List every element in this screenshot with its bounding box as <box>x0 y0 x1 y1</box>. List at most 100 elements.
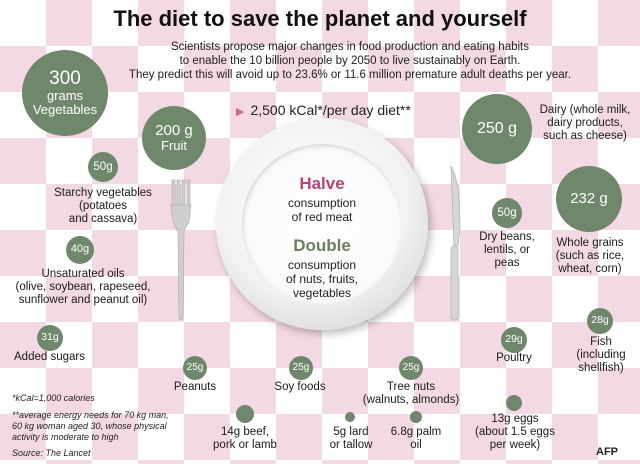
intro-line-2: to enable the 10 billion people by 2050 … <box>179 55 521 67</box>
knife-icon <box>450 164 461 321</box>
fish-circle: 28g <box>587 308 613 334</box>
fork-icon <box>170 179 192 321</box>
palm-label: 6.8g palm oil <box>384 426 448 452</box>
dairy-label: Dairy (whole milk, dairy products, such … <box>532 104 638 143</box>
eggs-line: (about 1.5 eggs <box>475 426 555 438</box>
grains-line: (such as rice, <box>555 250 625 262</box>
lard-line: 5g lard <box>333 426 369 438</box>
poultry-circle: 29g <box>501 327 527 353</box>
fish-label: Fish (including shellfish) <box>566 336 636 375</box>
fish-amount: 28g <box>591 314 609 327</box>
starchy-line: and cassava) <box>68 213 138 225</box>
vegetables-unit: grams <box>46 88 84 104</box>
grains-line: Whole grains <box>556 237 624 249</box>
lard-line: or tallow <box>329 439 373 451</box>
intro-text: Scientists propose major changes in food… <box>110 40 590 82</box>
footnote-energy-line: 60 kg woman aged 30, whose physical <box>12 421 167 431</box>
lard-circle <box>345 412 355 422</box>
oils-amount: 40g <box>70 243 90 256</box>
halve-line: of red meat <box>291 210 353 224</box>
dairy-line: such as cheese) <box>543 130 627 142</box>
vegetables-circle: 300 grams Vegetables <box>22 50 108 136</box>
footnote-energy-line: activity is moderate to high <box>12 432 119 442</box>
beef-line: 14g beef, <box>221 426 269 438</box>
palm-circle <box>410 411 422 423</box>
footnote-energy-line: **average energy needs for 70 kg man, <box>12 410 169 420</box>
fruit-name: Fruit <box>161 138 187 154</box>
eggs-circle <box>506 395 522 411</box>
footnote-kcal: *kCal=1,000 calories <box>12 393 95 403</box>
fish-line: (including <box>576 349 626 361</box>
beans-label: Dry beans, lentils, or peas <box>472 231 542 270</box>
oils-line: Unsaturated oils <box>41 268 125 280</box>
starchy-line: (potatoes <box>79 200 127 212</box>
oils-label: Unsaturated oils (olive, soybean, rapese… <box>4 268 162 307</box>
source-text: Source: The Lancet <box>12 448 91 458</box>
oils-line: sunflower and peanut oil) <box>18 294 148 306</box>
double-line: consumption <box>287 258 357 272</box>
plate-center <box>242 144 402 304</box>
fish-line: Fish <box>590 336 612 348</box>
grains-label: Whole grains (such as rice, wheat, corn) <box>548 237 632 276</box>
halve-line: consumption <box>287 196 357 210</box>
beef-line: pork or lamb <box>213 439 277 451</box>
double-line: of nuts, fruits, <box>285 272 359 286</box>
beans-circle: 50g <box>492 198 522 228</box>
oils-line: (olive, soybean, rapeseed, <box>15 281 151 293</box>
soy-circle: 25g <box>289 356 313 380</box>
sugars-label: Added sugars <box>14 351 85 363</box>
beans-line: peas <box>494 257 520 269</box>
peanuts-circle: 25g <box>183 356 207 380</box>
fish-line: shellfish) <box>578 362 624 374</box>
vegetables-amount: 300 <box>49 68 81 90</box>
poultry-label: Poultry <box>496 352 532 364</box>
starchy-amount: 50g <box>93 160 113 173</box>
soy-label: Soy foods <box>274 381 326 393</box>
grains-amount: 232 g <box>570 190 608 208</box>
beans-line: lentils, or <box>483 244 531 256</box>
starchy-label: Starchy vegetables (potatoes and cassava… <box>38 187 168 226</box>
grains-line: wheat, corn) <box>558 263 622 275</box>
treenuts-label: Tree nuts (walnuts, almonds) <box>354 381 468 407</box>
double-text: consumption of nuts, fruits, vegetables <box>242 258 402 300</box>
fruit-circle: 200 g Fruit <box>142 106 206 170</box>
poultry-amount: 29g <box>505 333 523 346</box>
beans-amount: 50g <box>497 206 517 219</box>
starchy-circle: 50g <box>88 152 118 182</box>
treenuts-circle: 25g <box>399 356 423 380</box>
intro-line-1: Scientists propose major changes in food… <box>170 41 529 53</box>
treenuts-line: Tree nuts <box>386 381 436 393</box>
eggs-line: 13g eggs <box>491 413 539 425</box>
sugars-amount: 31g <box>41 331 59 344</box>
beans-line: Dry beans, <box>479 231 535 243</box>
triangle-icon: ▶ <box>236 106 245 118</box>
halve-text: consumption of red meat <box>242 196 402 224</box>
afp-credit: AFP <box>596 446 618 458</box>
lard-label: 5g lard or tallow <box>320 426 382 452</box>
treenuts-line: (walnuts, almonds) <box>362 394 460 406</box>
vegetables-name: Vegetables <box>32 101 98 117</box>
intro-line-3: They predict this will avoid up to 23.6%… <box>128 69 572 81</box>
peanuts-amount: 25g <box>186 361 204 373</box>
footnote-energy: **average energy needs for 70 kg man, 60… <box>12 410 182 443</box>
dairy-line: dairy products, <box>547 117 623 129</box>
dairy-line: Dairy (whole milk, <box>539 104 631 116</box>
sugars-circle: 31g <box>37 325 63 351</box>
dairy-amount: 250 g <box>476 119 518 137</box>
eggs-label: 13g eggs (about 1.5 eggs per week) <box>468 413 562 452</box>
kcal-line: ▶ 2,500 kCal*/per day diet** <box>236 102 411 118</box>
page-title: The diet to save the planet and yourself <box>113 6 527 31</box>
beef-circle <box>236 405 254 423</box>
kcal-text: 2,500 kCal*/per day diet** <box>250 102 411 118</box>
grains-circle: 232 g <box>556 166 622 232</box>
double-line: vegetables <box>292 286 352 300</box>
beef-label: 14g beef, pork or lamb <box>200 426 290 452</box>
dairy-circle: 250 g <box>462 94 532 164</box>
eggs-line: per week) <box>489 439 541 451</box>
halve-word: Halve <box>299 174 345 193</box>
fruit-amount: 200 g <box>155 122 193 140</box>
double-word: Double <box>293 236 351 255</box>
palm-line: oil <box>410 439 422 451</box>
palm-line: 6.8g palm <box>390 426 442 438</box>
